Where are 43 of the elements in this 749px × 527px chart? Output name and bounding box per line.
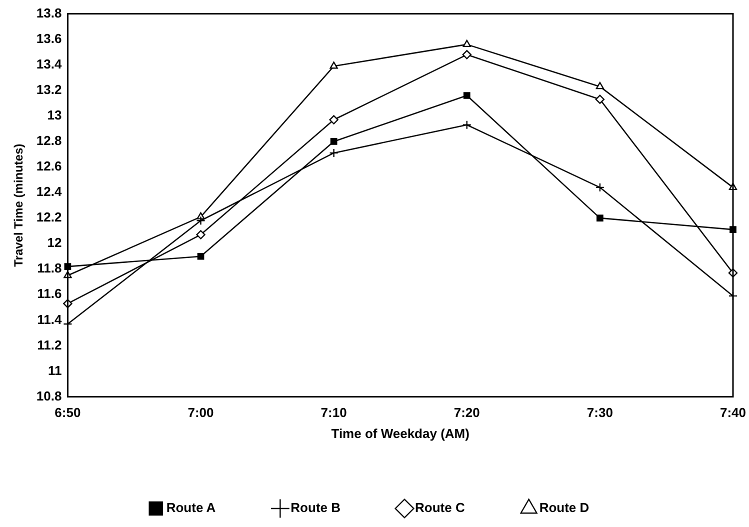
point (462, 50, 472, 60)
y-axis-title: Travel Time (minutes) (12, 144, 26, 267)
point (329, 115, 338, 124)
y-tick-label: 13.4 (36, 56, 62, 72)
point (197, 252, 204, 260)
legend-label: Route B (290, 500, 341, 516)
y-tick-label: 13.6 (36, 30, 62, 46)
y-tick-label: 12.8 (36, 133, 62, 148)
point (196, 230, 206, 240)
x-axis-title: Time of Weekday (AM) (331, 426, 470, 441)
x-tick-label: 7:00 (188, 405, 214, 420)
point (196, 216, 206, 226)
legend-label: Route A (166, 500, 216, 516)
point (462, 40, 471, 48)
y-tick-label: 12.6 (36, 158, 62, 174)
x-tick-label: 7:20 (454, 405, 480, 420)
y-tick-label: 11.2 (37, 337, 62, 352)
point (596, 82, 604, 90)
y-tick-label: 11.4 (37, 312, 62, 327)
y-tick-label: 11 (48, 362, 62, 378)
y-tick-label: 12.4 (36, 184, 62, 200)
x-tick-label: 7:30 (586, 405, 613, 420)
x-tick-label: 6:50 (54, 405, 81, 420)
x-tick-label: 7:40 (720, 405, 746, 420)
x-tick-label: 7:10 (320, 405, 347, 420)
y-tick-label: 11.6 (37, 286, 62, 302)
y-tick-label: 13.2 (36, 82, 62, 97)
y-tick-label: 12.2 (36, 210, 62, 225)
y-tick-label: 10.8 (36, 388, 62, 404)
y-tick-label: 11.8 (37, 260, 62, 276)
point (462, 120, 472, 130)
point (329, 148, 338, 158)
point (595, 182, 605, 192)
point (330, 138, 338, 145)
y-tick-label: 13 (47, 108, 62, 123)
point (330, 62, 338, 69)
point (463, 92, 470, 99)
y-tick-label: 12 (47, 235, 62, 250)
point (596, 214, 604, 222)
legend-label: Route D (539, 500, 590, 516)
legend-label: Route C (415, 500, 466, 516)
point (595, 94, 605, 104)
y-tick-label: 13.8 (36, 5, 62, 20)
